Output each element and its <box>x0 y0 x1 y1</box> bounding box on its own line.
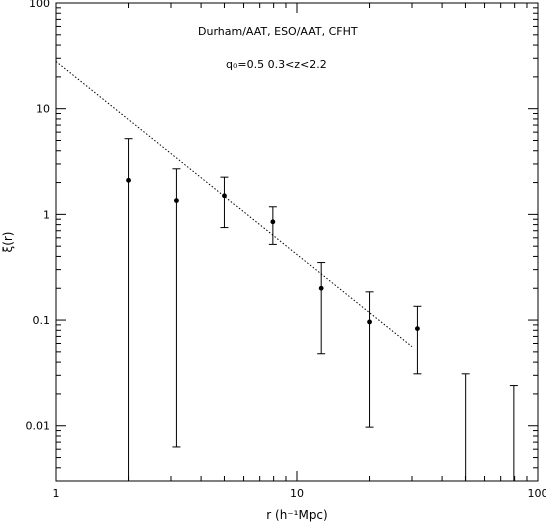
data-point <box>174 198 179 203</box>
fit-line <box>55 61 413 348</box>
data-point <box>318 285 324 291</box>
x-tick-label: 100 <box>528 487 546 500</box>
data-point <box>367 319 372 325</box>
y-axis-title: ξ(r) <box>1 232 15 253</box>
y-tick-label: 10 <box>36 103 50 116</box>
data-point <box>126 177 131 183</box>
fit-line-group <box>55 61 413 348</box>
data-point <box>415 326 420 332</box>
data-points-group <box>124 138 518 481</box>
data-point <box>222 193 227 199</box>
x-tick-label: 10 <box>290 487 304 500</box>
data-point <box>270 219 276 225</box>
y-tick-label: 0.01 <box>26 420 51 433</box>
x-axis-title: r (h⁻¹Mpc) <box>266 508 327 522</box>
axis-ticks: 1 10 100 0.01 0.1 1 10 100 <box>26 0 546 500</box>
y-tick-label: 0.1 <box>33 314 51 327</box>
annotation-cosmology: q₀=0.5 0.3<z<2.2 <box>226 58 327 71</box>
annotation-surveys: Durham/AAT, ESO/AAT, CFHT <box>198 25 358 38</box>
y-tick-label: 1 <box>43 208 50 221</box>
x-tick-label: 1 <box>53 487 60 500</box>
y-tick-label: 100 <box>29 0 50 10</box>
